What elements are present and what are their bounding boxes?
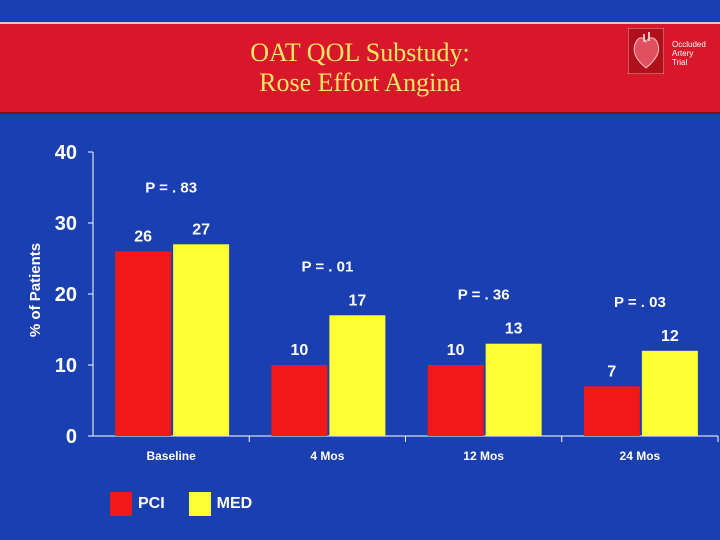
bar-pci	[271, 365, 328, 436]
p-value-label: P = . 36	[458, 287, 510, 304]
y-tick-label: 30	[55, 213, 77, 235]
p-value-label: P = . 03	[614, 294, 666, 311]
logo-text: Occluded Artery Trial	[672, 40, 720, 67]
heart-logo-icon	[628, 28, 664, 74]
p-value-label: P = . 01	[301, 258, 353, 275]
y-tick-label: 20	[55, 284, 77, 306]
bar-med	[485, 343, 542, 436]
logo-text-line: Occluded	[672, 40, 706, 49]
data-label-pci: 7	[607, 363, 616, 380]
bar-pci	[115, 251, 172, 436]
bar-med	[329, 315, 386, 436]
data-label-pci: 26	[134, 228, 152, 245]
data-label-med: 17	[348, 292, 366, 309]
bar-med	[641, 350, 698, 436]
title-line-2: Rose Effort Angina	[259, 68, 461, 97]
y-axis-title: % of Patients	[27, 243, 44, 337]
logo-text-line: Artery	[672, 49, 694, 58]
bar-med	[173, 244, 230, 436]
y-tick-label: 0	[66, 426, 77, 448]
legend: PCI MED	[110, 492, 276, 516]
slide-title: OAT QOL Substudy: Rose Effort Angina	[0, 38, 720, 98]
x-tick-label: 24 Mos	[620, 449, 661, 463]
x-tick-label: 12 Mos	[463, 449, 504, 463]
legend-label-pci: PCI	[138, 495, 165, 512]
x-tick-label: 4 Mos	[310, 449, 344, 463]
data-label-pci: 10	[447, 342, 465, 359]
data-label-med: 12	[661, 328, 679, 345]
y-tick-label: 40	[55, 142, 77, 164]
bar-pci	[427, 365, 484, 436]
data-label-med: 13	[505, 321, 523, 338]
legend-label-med: MED	[216, 495, 253, 512]
data-label-pci: 10	[290, 342, 308, 359]
data-label-med: 27	[192, 221, 210, 238]
logo-text-line: Trial	[672, 58, 688, 67]
legend-swatch-med	[188, 492, 211, 516]
x-tick-label: Baseline	[146, 449, 196, 463]
title-line-1: OAT QOL Substudy:	[250, 38, 470, 67]
title-bar: OAT QOL Substudy: Rose Effort Angina Occ…	[0, 22, 720, 114]
bar-pci	[583, 386, 640, 436]
legend-swatch-pci	[110, 492, 132, 516]
y-tick-label: 10	[55, 355, 77, 377]
p-value-label: P = . 83	[145, 179, 197, 196]
